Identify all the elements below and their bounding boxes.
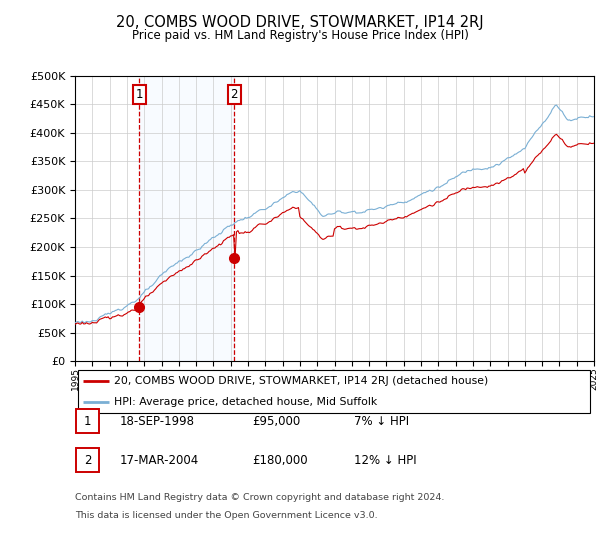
Text: 1: 1 bbox=[136, 88, 143, 101]
Text: 18-SEP-1998: 18-SEP-1998 bbox=[120, 414, 195, 428]
Text: 2: 2 bbox=[84, 454, 91, 467]
Text: Contains HM Land Registry data © Crown copyright and database right 2024.: Contains HM Land Registry data © Crown c… bbox=[75, 493, 445, 502]
Text: £180,000: £180,000 bbox=[252, 454, 308, 467]
FancyBboxPatch shape bbox=[76, 448, 99, 473]
Text: Price paid vs. HM Land Registry's House Price Index (HPI): Price paid vs. HM Land Registry's House … bbox=[131, 29, 469, 42]
Text: 12% ↓ HPI: 12% ↓ HPI bbox=[354, 454, 416, 467]
Text: 7% ↓ HPI: 7% ↓ HPI bbox=[354, 414, 409, 428]
Text: 17-MAR-2004: 17-MAR-2004 bbox=[120, 454, 199, 467]
FancyBboxPatch shape bbox=[76, 409, 99, 433]
Bar bbox=[139, 76, 235, 361]
Text: 20, COMBS WOOD DRIVE, STOWMARKET, IP14 2RJ: 20, COMBS WOOD DRIVE, STOWMARKET, IP14 2… bbox=[116, 15, 484, 30]
Text: 1: 1 bbox=[84, 414, 91, 428]
Text: This data is licensed under the Open Government Licence v3.0.: This data is licensed under the Open Gov… bbox=[75, 511, 377, 520]
Text: 20, COMBS WOOD DRIVE, STOWMARKET, IP14 2RJ (detached house): 20, COMBS WOOD DRIVE, STOWMARKET, IP14 2… bbox=[114, 376, 488, 386]
FancyBboxPatch shape bbox=[77, 370, 590, 413]
Text: 2: 2 bbox=[230, 88, 238, 101]
Text: HPI: Average price, detached house, Mid Suffolk: HPI: Average price, detached house, Mid … bbox=[114, 397, 377, 407]
Text: £95,000: £95,000 bbox=[252, 414, 300, 428]
